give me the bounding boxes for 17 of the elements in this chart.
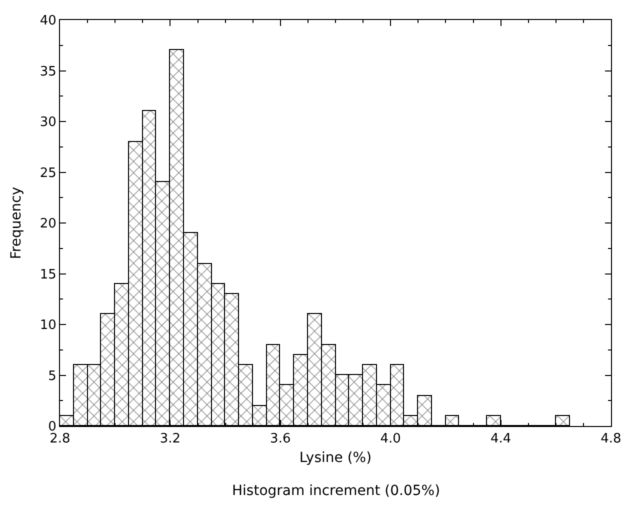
y-tick-label: 35 [40,64,56,80]
x-tick-label: 2.8 [50,432,70,447]
x-tick-label: 3.6 [270,432,291,447]
y-axis-title: Frequency [8,186,24,260]
y-tick-label: 15 [40,267,56,282]
y-tick-label: 10 [40,318,56,334]
y-tick-label: 40 [40,14,56,29]
y-tick-label: 20 [40,216,56,232]
y-tick-label: 25 [40,166,56,181]
y-tick-label: 5 [48,368,56,384]
text: Histogram increment (0.05%) [232,483,440,499]
x-tick-label: 4.8 [600,432,622,447]
x-tick-label: 4.4 [490,432,512,447]
x-axis-title: Lysine (%) [299,450,372,466]
y-tick-label: 30 [40,115,56,130]
x-tick-label: 3.2 [160,432,181,447]
x-tick-label: 4.0 [380,432,401,447]
